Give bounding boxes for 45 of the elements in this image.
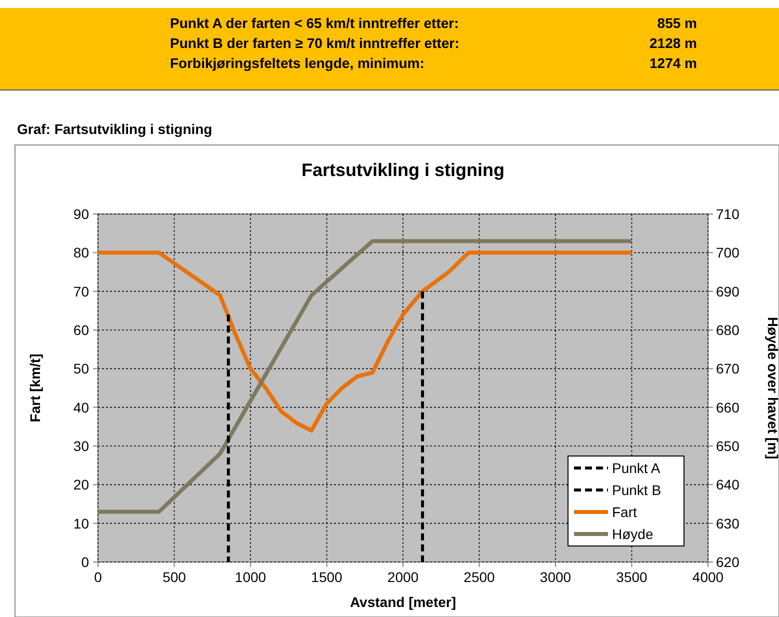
- y2-tick-label: 710: [716, 206, 740, 222]
- y2-tick-label: 640: [716, 476, 740, 493]
- y2-tick-label: 680: [716, 322, 740, 338]
- x-axis-title: Avstand [meter]: [350, 594, 456, 610]
- x-tick-label: 500: [162, 569, 186, 585]
- y-tick-label: 50: [73, 360, 90, 377]
- legend-label: Fart: [612, 504, 637, 520]
- text: Punkt B der farten ≥ 70 km/t inntreffer etter:: [170, 35, 460, 51]
- text: Forbikjøringsfeltets lengde, minimum:: [170, 55, 424, 71]
- text: 2128 m: [650, 35, 697, 51]
- y-tick-label: 40: [73, 399, 90, 416]
- text: Punkt A der farten < 65 km/t inntreffer etter:: [170, 15, 459, 31]
- y2-axis-title: Høyde over havet [m]: [765, 316, 779, 460]
- text: 1274 m: [650, 55, 697, 71]
- y2-tick-label: 700: [716, 244, 740, 261]
- x-tick-label: 1000: [234, 569, 266, 585]
- x-tick-label: 1500: [311, 569, 343, 585]
- y-tick-label: 0: [81, 554, 90, 570]
- x-tick-label: 2000: [387, 569, 419, 585]
- y2-tick-label: 660: [716, 399, 740, 416]
- y2-tick-label: 620: [716, 554, 740, 570]
- y-tick-label: 30: [73, 438, 90, 454]
- text: 855 m: [657, 15, 697, 31]
- legend-label: Høyde: [612, 526, 654, 542]
- y2-tick-label: 690: [716, 283, 740, 300]
- x-tick-label: 3000: [540, 569, 572, 585]
- legend-label: Punkt B: [612, 482, 662, 498]
- y2-tick-label: 670: [716, 360, 740, 377]
- y-tick-label: 80: [73, 244, 90, 261]
- y-tick-label: 20: [73, 476, 90, 493]
- legend-label: Punkt A: [612, 460, 661, 476]
- y-tick-label: 60: [73, 322, 90, 338]
- line-series: [96, 250, 634, 433]
- y-tick-label: 90: [73, 206, 90, 222]
- y-tick-label: 10: [73, 515, 90, 532]
- y2-tick-label: 630: [716, 515, 740, 532]
- y-axis-title: Fart [km/t]: [27, 354, 43, 422]
- y2-tick-label: 650: [716, 438, 740, 454]
- text: Graf: Fartsutvikling i stigning: [17, 121, 212, 137]
- x-tick-label: 2500: [464, 569, 496, 585]
- y-tick-label: 70: [73, 283, 90, 300]
- x-tick-label: 3500: [616, 569, 648, 585]
- x-tick-label: 4000: [692, 569, 724, 585]
- x-tick-label: 0: [94, 569, 102, 585]
- chart-title: Fartsutvikling i stigning: [301, 160, 505, 180]
